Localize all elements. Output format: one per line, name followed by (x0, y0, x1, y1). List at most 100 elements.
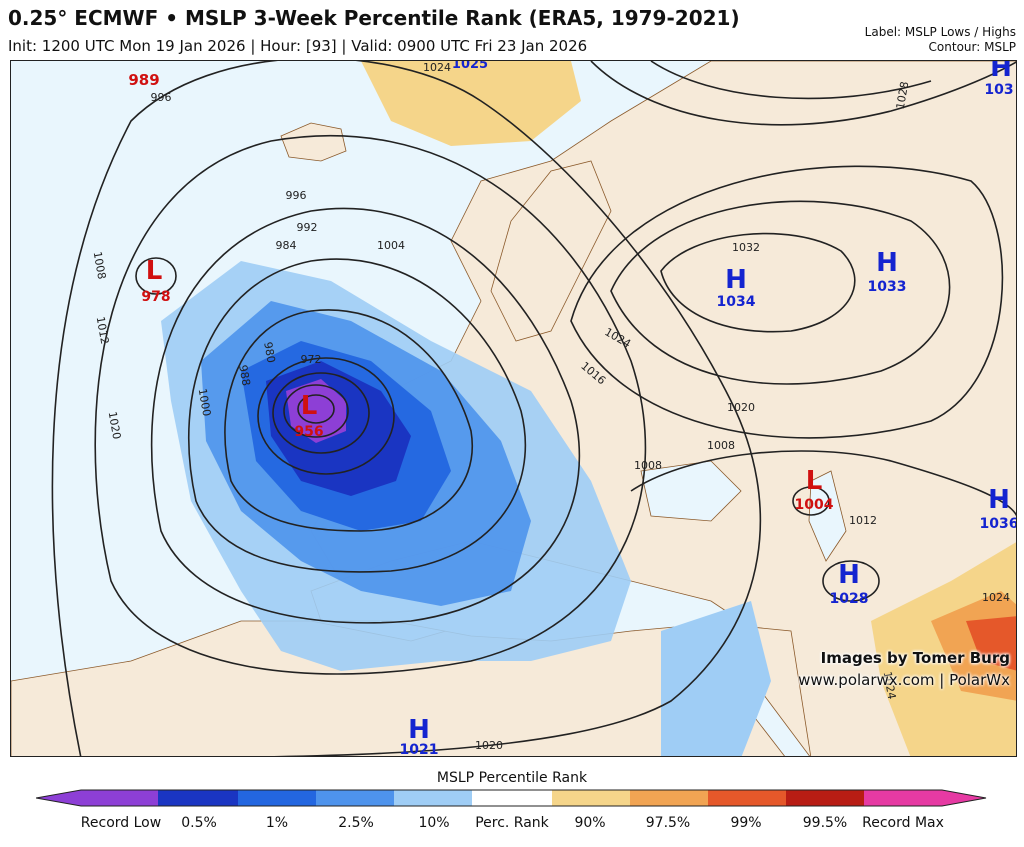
colorbar-segment-97pct5 (630, 790, 708, 806)
contour-note: Contour: MSLP (928, 40, 1016, 54)
high-1036-value: 1036 (980, 516, 1017, 532)
map-subtitle: Init: 1200 UTC Mon 19 Jan 2026 | Hour: [… (8, 37, 588, 55)
colorbar-segment-0pct5 (158, 790, 238, 806)
map-title: 0.25° ECMWF • MSLP 3-Week Percentile Ran… (8, 6, 740, 30)
high-103: H 103 (984, 61, 1013, 98)
high-1036: H 1036 (980, 485, 1017, 532)
contour-label: 980 (261, 341, 277, 364)
high-1033-letter: H (876, 248, 898, 278)
low-1004-letter: L (806, 466, 823, 496)
colorbar-label: 97.5% (645, 815, 691, 831)
contour-label: 1020 (475, 739, 503, 752)
low-978-value: 978 (141, 289, 170, 305)
colorbar-segment-1pct (238, 790, 316, 806)
isobar-l978 (135, 257, 177, 295)
contour-label: 992 (297, 221, 318, 234)
colorbar (36, 789, 987, 807)
isobar-972 (272, 372, 370, 454)
contour-label: 1004 (377, 239, 405, 252)
isobar-north-2 (650, 61, 932, 100)
low-978: L 978 (141, 256, 170, 305)
high-103-letter: H (990, 61, 1012, 83)
isobar-1012 (94, 134, 647, 675)
contour-label: 1020 (727, 401, 755, 414)
contour-label: 1024 (881, 670, 899, 700)
colorbar-segment-record-max (864, 790, 986, 806)
isobars (51, 61, 1016, 756)
colorbar-title: MSLP Percentile Rank (436, 770, 588, 786)
high-1033: H 1033 (868, 248, 907, 295)
isobar-980 (257, 357, 395, 475)
colorbar-label: Record Max (862, 815, 944, 831)
high-1028-letter: H (838, 560, 860, 590)
high-1028-value: 1028 (830, 591, 869, 607)
high-1021-letter: H (408, 715, 430, 745)
low-1004: L 1004 (795, 466, 834, 513)
high-1034-value: 1034 (717, 294, 756, 310)
iceland-land (280, 122, 347, 162)
high-1034: H 1034 (717, 265, 756, 310)
colorbar-label: 0.5% (181, 815, 217, 831)
shade-90pct-north (361, 61, 581, 146)
high-1021: H 1021 (400, 715, 439, 757)
colorbar-outline (36, 789, 987, 807)
isobar-988 (224, 309, 474, 532)
colorbar-label: 99.5% (802, 815, 848, 831)
colorbar-segment-10pct (394, 790, 472, 806)
colorbar-label: 99% (730, 815, 762, 831)
colorbar-label: 2.5% (338, 815, 374, 831)
colorbar-labels: Record Low 0.5% 1% 2.5% 10% Perc. Rank 9… (0, 815, 1024, 835)
credit-website: www.polarwx.com | PolarWx (798, 671, 1010, 689)
shade-99pct (966, 616, 1016, 671)
isobar-l1004 (792, 486, 830, 516)
low-956-letter: L (301, 391, 318, 421)
isobar-1024 (570, 165, 1004, 439)
low-956-value: 956 (294, 424, 323, 440)
high-1036-letter: H (988, 485, 1010, 515)
high-1034-letter: H (725, 265, 747, 295)
contour-label: 1032 (732, 241, 760, 254)
shade-record-low (286, 379, 346, 443)
colorbar-segment-2pct5 (316, 790, 394, 806)
contour-label: 1008 (707, 439, 735, 452)
colorbar-segment-record-low (36, 790, 158, 806)
isobar-h1028 (822, 560, 880, 602)
low-956: L 956 (294, 391, 323, 440)
colorbar-label: Perc. Rank (475, 815, 549, 831)
contour-label: 1008 (634, 459, 662, 472)
contour-label: 1025 (452, 61, 488, 72)
contour-label: 1012 (94, 315, 112, 345)
colorbar-segment-99pct5 (786, 790, 864, 806)
isobar-964 (283, 384, 349, 438)
contour-label: 996 (286, 189, 307, 202)
contour-label: 1008 (91, 250, 109, 280)
isobar-1016-east (630, 450, 1016, 517)
contour-label: 996 (151, 91, 172, 104)
colorbar-segment-99pct (708, 790, 786, 806)
contour-label: 972 (301, 353, 322, 366)
map-canvas: 989 L 978 L 956 L 1004 H 1034 H 1033 (11, 61, 1017, 757)
shade-southern-10pct (661, 601, 771, 756)
high-1028: H 1028 (830, 560, 869, 607)
high-1033-value: 1033 (868, 279, 907, 295)
label-note: Label: MSLP Lows / Highs (864, 25, 1016, 39)
contour-label: 1024 (982, 591, 1010, 604)
low-1004-value: 1004 (795, 497, 834, 513)
contour-label: 1000 (196, 387, 214, 417)
contour-label: 988 (236, 364, 252, 387)
colorbar-label: 10% (418, 815, 450, 831)
isobar-996 (188, 258, 526, 573)
low-978-letter: L (146, 256, 163, 286)
high-1021-value: 1021 (400, 742, 439, 757)
contour-label: 1020 (106, 410, 124, 440)
colorbar-segment-90pct (552, 790, 630, 806)
low-989: 989 (128, 71, 159, 89)
contour-label: 1024 (423, 61, 451, 74)
mslp-map: 989 L 978 L 956 L 1004 H 1034 H 1033 (10, 60, 1017, 757)
colorbar-segment-neutral (472, 790, 552, 806)
colorbar-label: 90% (574, 815, 606, 831)
colorbar-label: Record Low (80, 815, 162, 831)
credit-author: Images by Tomer Burg (820, 649, 1010, 667)
low-989-value: 989 (128, 71, 159, 89)
contour-label: 1012 (849, 514, 877, 527)
